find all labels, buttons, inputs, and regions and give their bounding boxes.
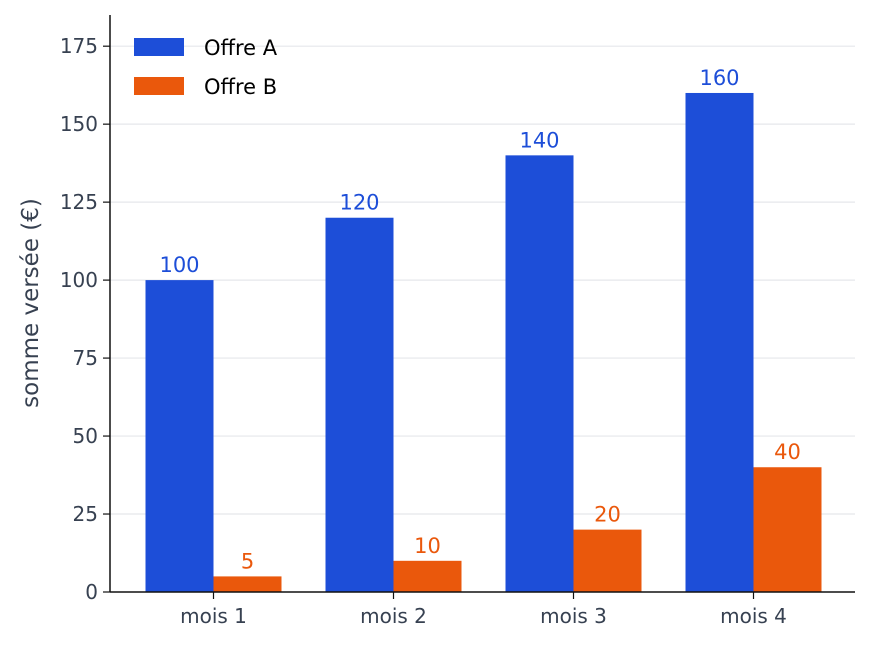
bar-value-label: 160 [699,66,739,90]
bar-value-label: 10 [414,534,441,558]
y-tick-label: 100 [60,268,98,292]
y-tick-label: 75 [73,346,98,370]
gridlines [110,45,855,515]
x-tick-label: mois 4 [720,604,787,628]
legend-swatch [134,77,184,95]
bar-value-label: 140 [519,128,559,152]
legend: Offre A Offre B [134,36,278,99]
bar [393,560,462,592]
data-labels: 100 5 120 10 140 20 160 40 [159,66,800,573]
bar-value-label: 100 [159,253,199,277]
y-tick-label: 25 [73,502,98,526]
bar [145,280,214,592]
bar [213,576,282,592]
bar [685,92,754,593]
bar [573,529,642,592]
y-tick-label: 125 [60,190,98,214]
bar [753,467,822,592]
bars [145,92,822,593]
x-tick-label: mois 3 [540,604,607,628]
legend-label: Offre A [204,36,278,60]
y-ticks: 0 25 50 75 100 125 150 175 [60,34,110,604]
axes [109,15,855,593]
y-tick-label: 50 [73,424,98,448]
bar-value-label: 120 [339,191,379,215]
bar-value-label: 20 [594,503,621,527]
bar [505,155,574,592]
y-tick-label: 150 [60,112,98,136]
bar-value-label: 5 [241,549,254,573]
bar [325,217,394,592]
x-tick-label: mois 2 [360,604,427,628]
y-tick-label: 0 [85,580,98,604]
legend-label: Offre B [204,75,277,99]
x-ticks: mois 1 mois 2 mois 3 mois 4 [180,592,787,628]
legend-swatch [134,38,184,56]
y-axis-title: somme versée (€) [18,198,44,408]
bar-value-label: 40 [774,440,801,464]
y-tick-label: 175 [60,34,98,58]
x-tick-label: mois 1 [180,604,247,628]
